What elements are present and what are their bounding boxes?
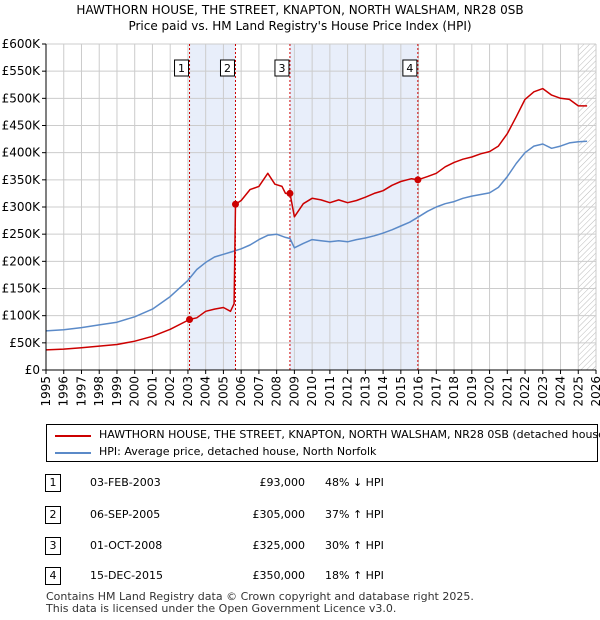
marker-label-box: 4: [402, 59, 418, 77]
chart-subtitle: Price paid vs. HM Land Registry's House …: [128, 19, 472, 33]
x-tick-label: 2022: [518, 376, 532, 407]
y-tick-label: £300K: [2, 200, 42, 214]
marker-number: 4: [406, 62, 413, 75]
y-tick-label: £500K: [2, 91, 42, 105]
x-tick-label: 2002: [163, 376, 177, 407]
footer-licence: This data is licensed under the Open Gov…: [46, 602, 397, 615]
sale-point: [286, 189, 294, 197]
sale-point: [186, 315, 194, 323]
hpi-line: [45, 140, 588, 332]
marker-box: [274, 59, 290, 77]
table-row: 3 01-OCT-2008 £325,000 30% ↑ HPI: [40, 537, 600, 555]
transaction-number: 1: [45, 474, 61, 492]
x-tick-label: 2023: [536, 376, 550, 407]
x-tick-label: 2020: [483, 376, 497, 407]
y-tick-label: £350K: [2, 173, 42, 187]
marker-box: [174, 59, 190, 77]
marker-label-box: 3: [274, 59, 290, 77]
transaction-price: £350,000: [252, 569, 306, 582]
x-tick-label: 2010: [305, 376, 319, 407]
legend-hpi-line: [55, 452, 91, 454]
x-tick-label: 2021: [500, 376, 514, 407]
x-tick-label: 2012: [341, 376, 355, 407]
y-tick-label: £400K: [2, 146, 42, 160]
table-row: 2 06-SEP-2005 £305,000 37% ↑ HPI: [40, 506, 600, 524]
marker-label-box: 1: [174, 59, 190, 77]
y-tick-label: £450K: [2, 119, 42, 133]
x-tick-label: 1995: [39, 376, 53, 407]
transaction-date: 15-DEC-2015: [90, 569, 164, 582]
x-tick-label: 2009: [287, 376, 301, 407]
x-tick-label: 1998: [92, 376, 106, 407]
sale-point: [414, 176, 422, 184]
x-tick-label: 2016: [412, 376, 426, 407]
price-chart: 1 2 3 4 £0 £50K £100K £150K £200K £250K £300K £350K…: [2, 37, 600, 407]
x-tick-label: 2017: [429, 376, 443, 407]
transaction-number: 4: [45, 567, 61, 585]
transaction-price: £305,000: [252, 508, 306, 521]
x-tick-label: 1999: [110, 376, 124, 407]
x-tick-label: 2026: [589, 376, 600, 407]
x-tick-label: 2000: [128, 376, 142, 407]
transaction-hpi: 30% ↑ HPI: [325, 539, 384, 552]
y-tick-label: £600K: [2, 37, 42, 51]
transaction-hpi: 18% ↑ HPI: [325, 569, 384, 582]
y-tick-label: £0: [25, 363, 40, 377]
x-tick-label: 1997: [74, 376, 88, 407]
x-tick-label: 2008: [270, 376, 284, 407]
y-tick-label: £250K: [2, 227, 42, 241]
marker-number: 3: [278, 62, 285, 75]
x-tick-label: 2019: [465, 376, 479, 407]
transaction-date: 06-SEP-2005: [90, 508, 161, 521]
transaction-price: £93,000: [259, 476, 306, 489]
sale-point: [231, 200, 239, 208]
x-tick-label: 1996: [57, 376, 71, 407]
x-tick-label: 2007: [252, 376, 266, 407]
x-tick-label: 2004: [199, 376, 213, 407]
y-tick-label: £200K: [2, 254, 42, 268]
transaction-number: 3: [45, 537, 61, 555]
legend: HAWTHORN HOUSE, THE STREET, KNAPTON, NOR…: [46, 424, 600, 462]
marker-number: 1: [178, 62, 185, 75]
table-row: 4 15-DEC-2015 £350,000 18% ↑ HPI: [40, 567, 600, 585]
x-tick-label: 2018: [447, 376, 461, 407]
y-tick-label: £150K: [2, 282, 42, 296]
marker-number: 2: [224, 62, 231, 75]
table-row: 1 03-FEB-2003 £93,000 48% ↓ HPI: [40, 474, 600, 492]
footer-copyright: Contains HM Land Registry data © Crown c…: [46, 590, 474, 603]
x-tick-label: 2015: [394, 376, 408, 407]
transaction-number: 2: [45, 506, 61, 524]
legend-hpi-label: HPI: Average price, detached house, Nort…: [99, 445, 377, 458]
y-tick-label: £550K: [2, 64, 42, 78]
marker-box: [219, 59, 235, 77]
legend-price-label: HAWTHORN HOUSE, THE STREET, KNAPTON, NOR…: [99, 428, 600, 441]
transaction-price: £325,000: [252, 539, 306, 552]
transaction-date: 01-OCT-2008: [90, 539, 163, 552]
legend-price-line: [55, 435, 91, 437]
x-tick-label: 2003: [181, 376, 195, 407]
transaction-hpi: 37% ↑ HPI: [325, 508, 384, 521]
x-tick-label: 2005: [216, 376, 230, 407]
marker-box: [402, 59, 418, 77]
x-tick-label: 2013: [358, 376, 372, 407]
transaction-hpi: 48% ↓ HPI: [325, 476, 384, 489]
x-tick-label: 2024: [554, 376, 568, 407]
marker-label-box: 2: [219, 59, 235, 77]
chart-title-address: HAWTHORN HOUSE, THE STREET, KNAPTON, NOR…: [76, 3, 524, 17]
x-tick-label: 2014: [376, 376, 390, 407]
x-tick-label: 2006: [234, 376, 248, 407]
x-tick-label: 2001: [145, 376, 159, 407]
price-paid-line: [45, 87, 588, 351]
x-tick-label: 2011: [323, 376, 337, 407]
x-tick-label: 2025: [571, 376, 585, 407]
y-tick-label: £50K: [9, 336, 41, 350]
transaction-date: 03-FEB-2003: [90, 476, 161, 489]
y-tick-label: £100K: [2, 309, 42, 323]
